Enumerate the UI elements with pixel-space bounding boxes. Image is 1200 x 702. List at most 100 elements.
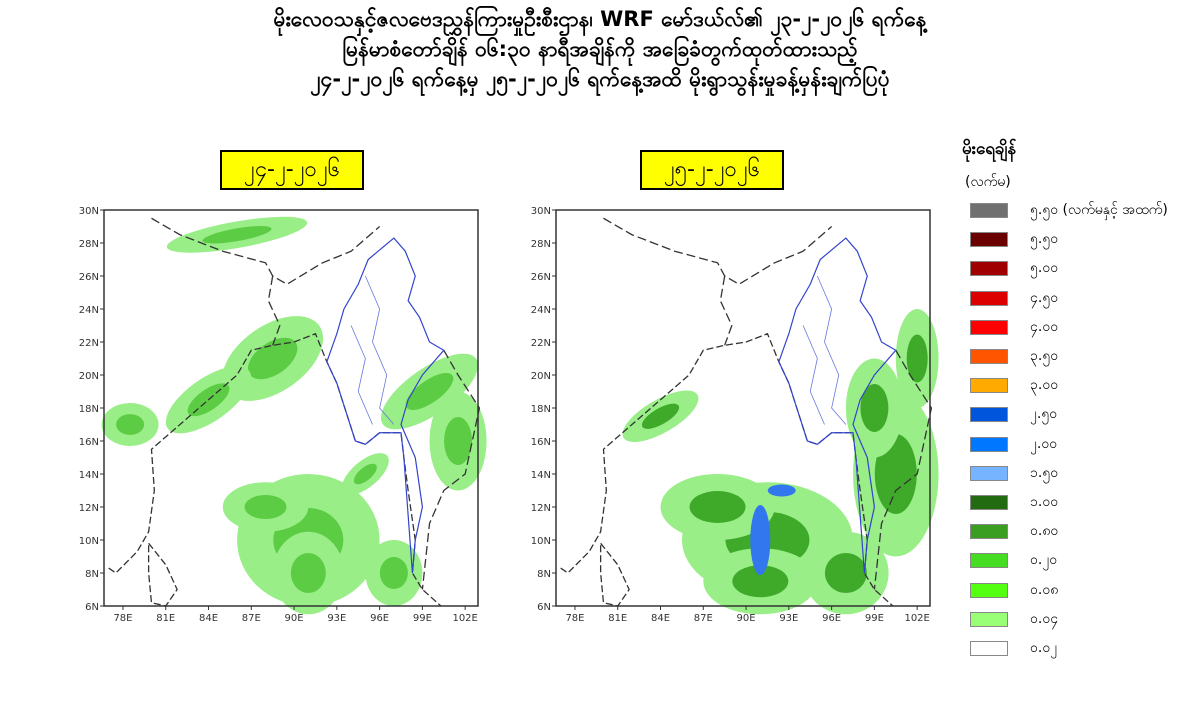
lat-tick-label: 10N — [531, 536, 551, 547]
lat-tick-label: 20N — [531, 371, 551, 382]
lon-tick-label: 102E — [452, 613, 477, 624]
rain-area-heavy — [874, 434, 917, 514]
lon-tick-label: 84E — [199, 613, 218, 624]
legend-swatch — [970, 582, 1008, 598]
rain-area-heavy — [732, 565, 789, 598]
rain-area-heavy — [353, 463, 377, 485]
legend-swatch — [970, 436, 1008, 452]
legend-swatch — [970, 378, 1008, 394]
rain-area-heavy — [244, 495, 287, 519]
map-title: မိုးလေဝသနှင့်ဇလဗေဒညွှန်ကြားမှုဦးစီးဌာန၊ … — [0, 4, 1200, 94]
legend-swatch — [970, 203, 1008, 219]
rainfall-map-day-2: 78E 81E 84E 87E 90E 93E 96E 99E 102E 6N 8N 10N 12N 14… — [531, 206, 939, 624]
legend-item: ၁.၅၀ — [970, 459, 1168, 488]
map-date-label-2: ၂၅-၂-၂၀၂၆ — [640, 150, 784, 190]
rainfall-map-day-1: 78E 81E 84E 87E 90E 93E 96E 99E 102E 6N 8N 10N 12N 14… — [79, 206, 487, 624]
lon-tick-label: 99E — [865, 613, 884, 624]
legend-swatch — [970, 553, 1008, 569]
legend-label: ၃.၅၀ — [1030, 348, 1059, 365]
lon-tick-label: 93E — [327, 613, 346, 624]
lon-tick-label: 96E — [370, 613, 389, 624]
legend-label: ၄.၅၀ — [1030, 289, 1059, 306]
rain-area-1.5in — [750, 505, 771, 575]
map-date-label-1: ၂၄-၂-၂၀၂၆ — [220, 150, 364, 190]
legend-item: ၀.၂၀ — [970, 546, 1168, 575]
lat-tick-label: 26N — [531, 272, 551, 283]
rain-area-heavy — [444, 417, 473, 465]
legend-label: ၀.၀၈ — [1030, 581, 1059, 598]
coastline — [560, 332, 894, 607]
legend-swatch — [970, 349, 1008, 365]
coastline — [108, 332, 442, 607]
rain-area-heavy — [202, 225, 272, 244]
lat-tick-label: 18N — [531, 404, 551, 415]
lat-tick-label: 28N — [79, 239, 99, 250]
legend-item: ၄.၅၀ — [970, 284, 1168, 313]
legend-swatch — [970, 319, 1008, 335]
myanmar-region-border — [816, 275, 847, 425]
legend-label: ၅.၅၀ (လက်မနှင့် အထက်) — [1030, 202, 1168, 219]
rain-area-heavy — [641, 403, 680, 429]
legend-item: ၀.၀၄ — [970, 605, 1168, 634]
lon-tick-label: 102E — [904, 613, 929, 624]
legend-label: ၃.၀၀ — [1030, 377, 1059, 394]
rain-area-heavy — [379, 557, 408, 589]
legend-label: ၅.၅၀ — [1030, 231, 1059, 248]
myanmar-outline — [326, 237, 445, 574]
legend-item: ၀.၀၈ — [970, 575, 1168, 604]
myanmar-region-border — [350, 325, 373, 425]
lat-tick-label: 16N — [531, 437, 551, 448]
rainfall-legend: ၅.၅၀ (လက်မနှင့် အထက်) ၅.၅၀၅.၀၀၄.၅၀၄.၀၀၃.၅… — [970, 196, 1168, 663]
legend-item: ၀.၈၀ — [970, 517, 1168, 546]
lat-tick-label: 30N — [79, 206, 99, 217]
legend-swatch — [970, 524, 1008, 540]
lon-tick-label: 90E — [285, 613, 304, 624]
myanmar-region-border — [802, 325, 825, 425]
rain-area-heavy — [405, 373, 454, 410]
legend-item: ၅.၅၀ — [970, 225, 1168, 254]
rain-area-1.5in — [767, 484, 796, 497]
lon-tick-label: 81E — [156, 613, 175, 624]
lon-tick-label: 78E — [113, 613, 132, 624]
title-line-2: မြန်မာစံတော်ချိန် ၀၆:၃၀ နာရီအချိန်ကို အခ… — [342, 37, 858, 61]
rain-area-heavy — [860, 384, 889, 432]
legend-swatch — [970, 232, 1008, 248]
legend-label: ၅.၀၀ — [1030, 260, 1059, 277]
legend-item: ၃.၅၀ — [970, 342, 1168, 371]
myanmar-outline — [778, 237, 897, 574]
lat-tick-label: 14N — [531, 470, 551, 481]
lat-tick-label: 8N — [85, 569, 99, 580]
lat-tick-label: 30N — [531, 206, 551, 217]
legend-item: ၄.၀၀ — [970, 313, 1168, 342]
rain-area-heavy — [689, 491, 746, 523]
legend-label: ၄.၀၀ — [1030, 318, 1059, 335]
rain-area-heavy — [824, 553, 867, 593]
legend-swatch — [970, 494, 1008, 510]
legend-item: ၁.၀၀ — [970, 488, 1168, 517]
legend-label: ၁.၀၀ — [1030, 493, 1059, 510]
legend-item: ၀.၀၂ — [970, 634, 1168, 663]
legend-label: ၀.၀၄ — [1030, 610, 1059, 627]
lat-tick-label: 24N — [79, 305, 99, 316]
lat-tick-label: 6N — [537, 602, 551, 613]
lat-tick-label: 8N — [537, 569, 551, 580]
legend-swatch — [970, 290, 1008, 306]
legend-swatch — [970, 407, 1008, 423]
legend-label: ၀.၀၂ — [1030, 639, 1058, 656]
legend-title: မိုးရေချိန် — [962, 139, 1017, 159]
legend-swatch — [970, 611, 1008, 627]
legend-swatch — [970, 465, 1008, 481]
lon-tick-label: 81E — [608, 613, 627, 624]
legend-item: ၅.၅၀ (လက်မနှင့် အထက်) — [970, 196, 1168, 225]
lat-tick-label: 18N — [79, 404, 99, 415]
lon-tick-label: 90E — [737, 613, 756, 624]
legend-item: ၂.၅၀ — [970, 400, 1168, 429]
rain-area-heavy — [290, 553, 326, 593]
rain-area-heavy — [116, 414, 145, 435]
lon-tick-label: 99E — [413, 613, 432, 624]
lat-tick-label: 10N — [79, 536, 99, 547]
legend-label: ၀.၂၀ — [1030, 552, 1058, 569]
lat-tick-label: 22N — [531, 338, 551, 349]
lat-tick-label: 6N — [85, 602, 99, 613]
legend-item: ၃.၀၀ — [970, 371, 1168, 400]
